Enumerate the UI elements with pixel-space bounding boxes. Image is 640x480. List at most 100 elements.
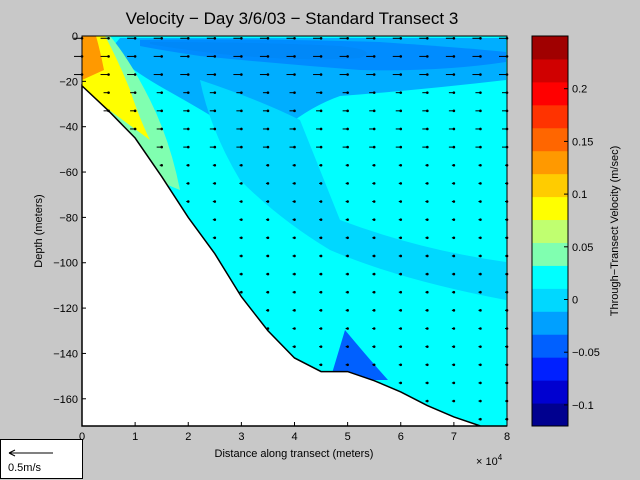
plot-area [74, 35, 509, 427]
colorbar-swatch [532, 127, 568, 152]
y-tick-label: −60 [59, 167, 78, 179]
velocity-station-point [452, 272, 456, 276]
colorbar-swatch [532, 242, 568, 266]
velocity-station-point [372, 200, 376, 203]
velocity-station-point [399, 218, 403, 221]
velocity-station-point [107, 109, 110, 113]
velocity-station-point [399, 127, 403, 131]
velocity-station-point [240, 290, 243, 294]
velocity-station-point [346, 200, 349, 203]
velocity-station-point [426, 163, 429, 167]
velocity-station-point [240, 109, 243, 113]
velocity-station-point [426, 73, 429, 76]
velocity-station-point [213, 163, 217, 167]
velocity-station-point [186, 109, 190, 113]
velocity-station-point [293, 236, 296, 240]
velocity-station-point [293, 218, 296, 221]
velocity-station-point [293, 91, 296, 94]
velocity-station-point [452, 127, 456, 131]
y-tick-label: −80 [59, 212, 78, 224]
velocity-station-point [426, 345, 429, 348]
colorbar-tick-label: 0.15 [572, 136, 593, 148]
velocity-station-point [372, 290, 376, 294]
velocity-station-point [133, 91, 137, 94]
colorbar-tick-label: 0 [572, 295, 578, 307]
velocity-station-point [319, 254, 323, 258]
colorbar-tick-label: −0.1 [572, 400, 594, 412]
velocity-station-point [293, 200, 296, 203]
velocity-station-point [186, 73, 190, 76]
velocity-station-point [107, 73, 110, 76]
velocity-station-point [372, 182, 376, 185]
velocity-station-point [240, 272, 243, 276]
velocity-station-point [293, 109, 296, 113]
velocity-station-point [319, 236, 323, 240]
x-tick-label: 7 [451, 431, 457, 443]
velocity-station-point [319, 200, 323, 203]
velocity-station-point [372, 109, 376, 113]
velocity-station-point [399, 381, 403, 385]
velocity-station-point [452, 309, 456, 312]
x-tick-label: 5 [345, 431, 351, 443]
velocity-station-point [107, 36, 110, 40]
velocity-station-point [266, 200, 270, 203]
y-tick-label: −100 [53, 258, 78, 270]
velocity-station-point [372, 91, 376, 94]
velocity-station-point [399, 182, 403, 185]
velocity-station-point [426, 399, 429, 403]
velocity-station-point [399, 363, 403, 367]
x-tick-label: 2 [185, 431, 191, 443]
colorbar-swatch [532, 173, 568, 198]
velocity-station-point [452, 327, 456, 330]
velocity-station-point [133, 73, 137, 76]
velocity-station-point [426, 327, 429, 330]
velocity-station-point [426, 290, 429, 294]
contour-bottom-negative [330, 330, 388, 380]
velocity-station-point [372, 327, 376, 330]
velocity-station-point [293, 163, 296, 167]
velocity-station-point [479, 309, 482, 312]
velocity-station-point [240, 182, 243, 185]
velocity-station-point [266, 163, 270, 167]
velocity-station-point [133, 109, 137, 113]
colorbar-swatch [532, 81, 568, 106]
velocity-station-point [452, 290, 456, 294]
velocity-station-point [479, 109, 482, 113]
colorbar-swatch [532, 36, 568, 60]
velocity-station-point [266, 290, 270, 294]
colorbar-swatch [532, 150, 568, 175]
velocity-station-point [319, 309, 323, 312]
velocity-station-point [240, 163, 243, 167]
velocity-station-point [399, 236, 403, 240]
velocity-station-point [240, 91, 243, 94]
velocity-station-point [240, 127, 243, 131]
velocity-station-point [160, 127, 163, 131]
y-tick-label: −160 [53, 394, 78, 406]
colorbar-swatch [532, 311, 568, 335]
x-axis-label: Distance along transect (meters) [215, 448, 374, 460]
velocity-station-point [452, 163, 456, 167]
velocity-station-point [240, 145, 243, 149]
velocity-station-point [266, 36, 270, 40]
velocity-station-point [479, 55, 482, 58]
velocity-station-point [213, 109, 217, 113]
velocity-station-point [399, 73, 403, 76]
velocity-station-point [346, 163, 349, 167]
velocity-station-point [266, 309, 270, 312]
velocity-station-point [186, 55, 190, 58]
scale-arrow-icon [8, 449, 53, 457]
velocity-station-point [266, 145, 270, 149]
velocity-station-point [133, 36, 137, 40]
velocity-station-point [346, 327, 349, 330]
x-tick-label: 8 [504, 431, 510, 443]
velocity-station-point [426, 55, 429, 58]
velocity-station-point [452, 73, 456, 76]
y-tick-label: −20 [59, 76, 78, 88]
velocity-station-point [479, 73, 482, 76]
velocity-station-point [319, 218, 323, 221]
velocity-station-point [452, 254, 456, 258]
velocity-station-point [240, 236, 243, 240]
chart-title: Velocity − Day 3/6/03 − Standard Transec… [126, 9, 459, 28]
velocity-station-point [293, 36, 296, 40]
